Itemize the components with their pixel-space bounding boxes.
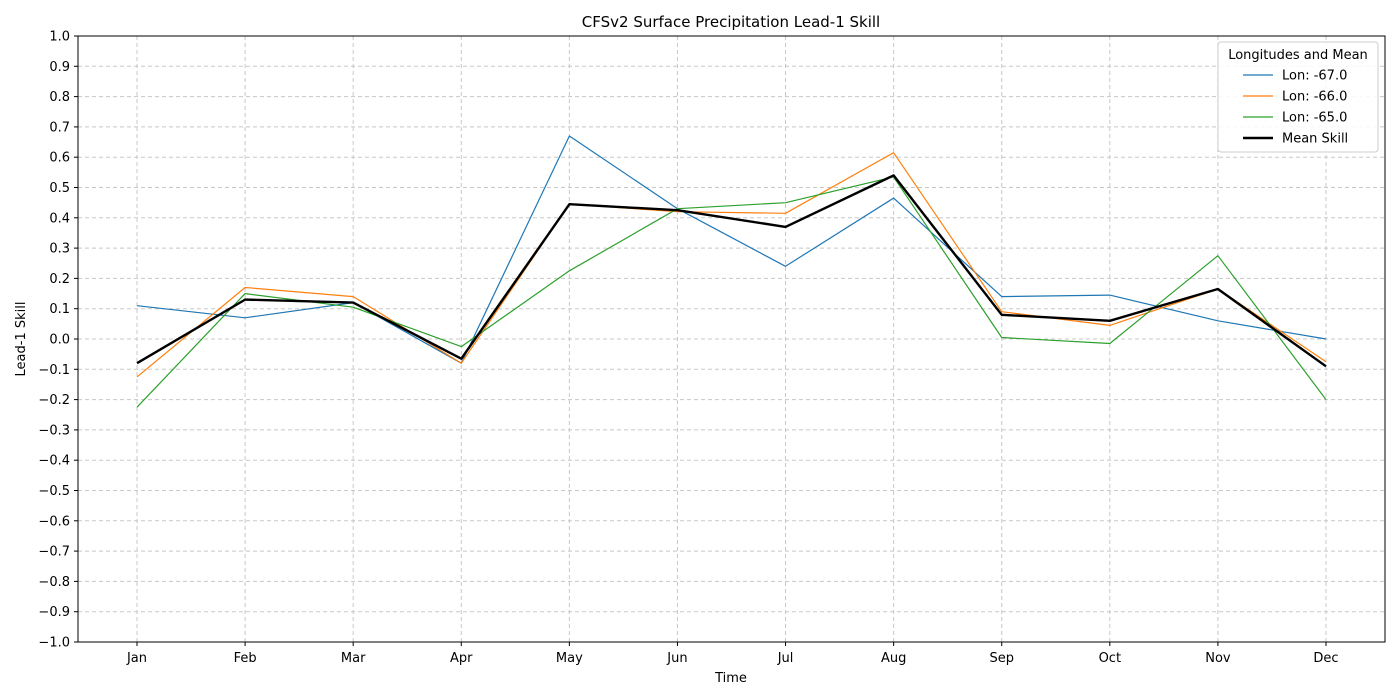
y-tick-label: 0.7 (49, 120, 70, 135)
y-tick-label: −0.6 (38, 514, 70, 529)
x-tick-label: May (556, 651, 583, 666)
y-tick-label: 0.4 (49, 211, 70, 226)
x-tick-label: Oct (1099, 651, 1121, 666)
x-axis-label: Time (714, 671, 747, 686)
y-tick-label: −0.9 (38, 605, 70, 620)
y-tick-label: −0.3 (38, 423, 70, 438)
y-tick-label: 0.6 (49, 151, 70, 166)
x-tick-label: Sep (989, 651, 1014, 666)
x-tick-label: Mar (341, 651, 366, 666)
legend: Longitudes and Mean Lon: -67.0 Lon: -66.0 L… (1217, 41, 1379, 153)
y-tick-label: 1.0 (49, 30, 70, 45)
y-tick-label: −0.1 (38, 363, 70, 378)
series-line (136, 174, 1327, 368)
legend-entry-label: Lon: -67.0 (1282, 69, 1347, 84)
legend-box (1217, 41, 1379, 153)
legend-entry-label: Mean Skill (1282, 132, 1348, 147)
series-layer (136, 135, 1327, 408)
y-tick-label: −0.5 (38, 484, 70, 499)
y-tick-label: 0.8 (49, 90, 70, 105)
y-tick-label: 0.2 (49, 272, 70, 287)
y-tick-label: −0.7 (38, 545, 70, 560)
legend-entry-label: Lon: -65.0 (1282, 111, 1347, 126)
x-tick-label: Jan (126, 651, 147, 666)
series-line (136, 152, 1327, 378)
y-axis-label: Lead-1 Skill (14, 302, 29, 377)
x-tick-label: Jul (777, 651, 794, 666)
chart-title: CFSv2 Surface Precipitation Lead-1 Skill (582, 13, 880, 31)
y-tick-label: 0.9 (49, 60, 70, 75)
series-line (136, 135, 1327, 364)
y-tick-label: −0.4 (38, 454, 70, 469)
legend-entry-label: Lon: -66.0 (1282, 90, 1347, 105)
y-tick-label: 0.5 (49, 181, 70, 196)
x-axis: Jan Feb Mar Apr May Jun Jul Aug Sep Oct Nov Dec (126, 642, 1339, 666)
x-tick-label: Aug (881, 651, 906, 666)
y-tick-label: 0.3 (49, 242, 70, 257)
series-line (136, 176, 1327, 408)
x-tick-label: Nov (1205, 651, 1231, 666)
x-tick-label: Apr (450, 651, 473, 666)
y-tick-label: 0.1 (49, 302, 70, 317)
y-tick-label: −1.0 (38, 636, 70, 651)
y-axis: −1.0 −0.9 −0.8 −0.7 −0.6 −0.5 −0.4 −0.3 −0.2 −0.1… (38, 30, 78, 651)
grid-lines (78, 35, 1385, 643)
y-tick-label: −0.2 (38, 393, 70, 408)
x-tick-label: Dec (1313, 651, 1338, 666)
x-tick-label: Jun (666, 651, 687, 666)
y-tick-label: 0.0 (49, 333, 70, 348)
x-tick-label: Feb (234, 651, 257, 666)
legend-title: Longitudes and Mean (1228, 48, 1368, 63)
y-tick-label: −0.8 (38, 575, 70, 590)
